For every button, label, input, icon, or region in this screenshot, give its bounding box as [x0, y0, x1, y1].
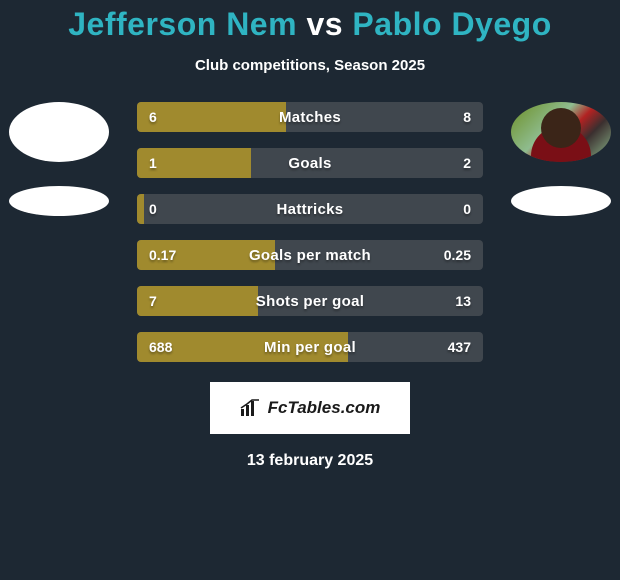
stat-label: Hattricks	[137, 194, 483, 224]
stat-label: Goals per match	[137, 240, 483, 270]
brand-badge: FcTables.com	[210, 382, 410, 434]
stat-row: 00Hattricks	[137, 194, 483, 224]
title-player1: Jefferson Nem	[68, 6, 297, 42]
brand-text: FcTables.com	[268, 398, 381, 418]
stat-row: 688437Min per goal	[137, 332, 483, 362]
comparison-arena: 68Matches 12Goals 00Hattricks 0.170.25Goals…	[0, 102, 620, 362]
stat-row: 68Matches	[137, 102, 483, 132]
subtitle: Club competitions, Season 2025	[0, 57, 620, 74]
date-line: 13 february 2025	[0, 452, 620, 470]
left-team-logo	[9, 186, 109, 216]
right-player-avatar	[511, 102, 611, 162]
page-title: Jefferson Nem vs Pablo Dyego	[0, 0, 620, 43]
stat-bars: 68Matches 12Goals 00Hattricks 0.170.25Goals…	[137, 102, 483, 362]
stat-label: Matches	[137, 102, 483, 132]
right-team-logo	[511, 186, 611, 216]
stat-row: 713Shots per goal	[137, 286, 483, 316]
left-player-avatar	[9, 102, 109, 162]
stat-row: 12Goals	[137, 148, 483, 178]
title-player2: Pablo Dyego	[352, 6, 551, 42]
stat-label: Goals	[137, 148, 483, 178]
comparison-card: Jefferson Nem vs Pablo Dyego Club compet…	[0, 0, 620, 580]
left-player-column	[4, 102, 114, 216]
stat-row: 0.170.25Goals per match	[137, 240, 483, 270]
brand-chart-icon	[240, 399, 260, 417]
title-vs: vs	[306, 6, 343, 42]
stat-label: Min per goal	[137, 332, 483, 362]
right-player-column	[506, 102, 616, 216]
stat-label: Shots per goal	[137, 286, 483, 316]
